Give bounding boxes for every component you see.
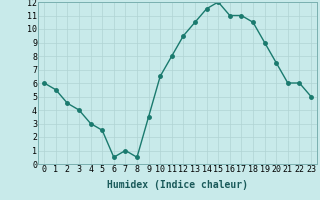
X-axis label: Humidex (Indice chaleur): Humidex (Indice chaleur) (107, 180, 248, 190)
